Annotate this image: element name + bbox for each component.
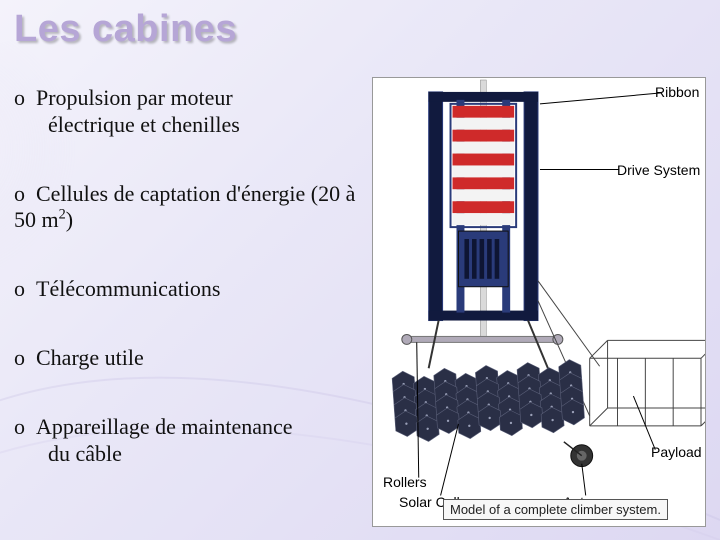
bullet-list: o Propulsion par moteurélectrique et che… (14, 77, 362, 510)
bullet-marker: o (14, 181, 36, 208)
slide-title: Les cabines (14, 8, 706, 51)
bullet-continuation: du câble (14, 441, 356, 468)
bullet-text: Cellules de captation d'énergie (20 à 50… (14, 181, 355, 233)
bullet-item: o Charge utile (14, 345, 356, 372)
figure-caption: Model of a complete climber system. (443, 499, 668, 520)
bullet-text: Charge utile (36, 345, 144, 370)
diagram: Ribbon Drive System Rollers Solar Cells … (372, 77, 706, 527)
bullet-text: Télécommunications (36, 276, 221, 301)
content-row: o Propulsion par moteurélectrique et che… (14, 77, 706, 527)
label-drive: Drive System (617, 162, 700, 178)
bullet-item: o Cellules de captation d'énergie (20 à … (14, 181, 356, 235)
label-rollers: Rollers (383, 474, 427, 490)
bullet-text: Appareillage de maintenance (36, 414, 293, 439)
bullet-marker: o (14, 414, 36, 441)
figure: Ribbon Drive System Rollers Solar Cells … (372, 77, 706, 527)
label-ribbon: Ribbon (655, 84, 699, 100)
bullet-item: o Propulsion par moteurélectrique et che… (14, 85, 356, 139)
bullet-marker: o (14, 85, 36, 112)
bullet-text: Propulsion par moteur (36, 85, 233, 110)
bullet-continuation: électrique et chenilles (14, 112, 356, 139)
bullet-item: o Appareillage de maintenancedu câble (14, 414, 356, 468)
bullet-item: o Télécommunications (14, 276, 356, 303)
label-payload: Payload (651, 444, 702, 460)
slide: Les cabines o Propulsion par moteurélect… (0, 0, 720, 540)
bullet-marker: o (14, 345, 36, 372)
bullet-marker: o (14, 276, 36, 303)
